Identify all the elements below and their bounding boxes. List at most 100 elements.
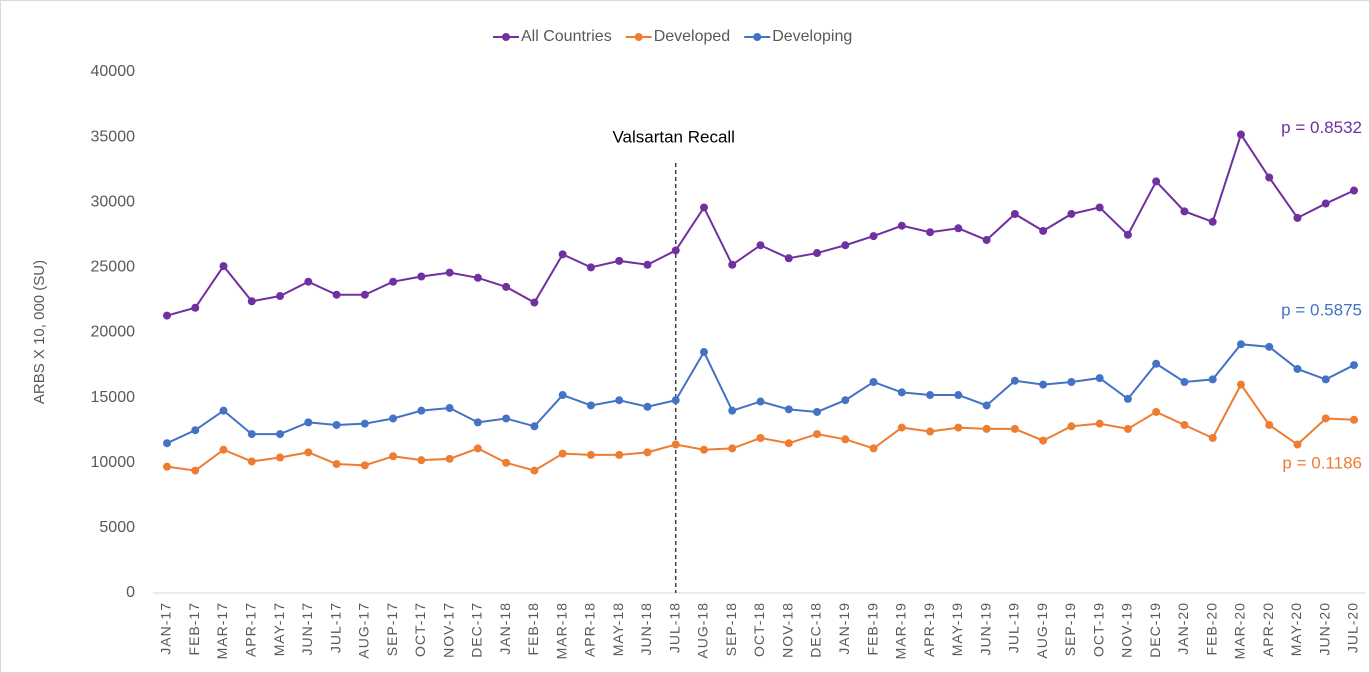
data-point xyxy=(926,427,935,436)
data-point xyxy=(784,439,793,448)
data-point xyxy=(671,440,680,449)
x-tick-label: JAN-20 xyxy=(1175,602,1191,655)
data-point xyxy=(1095,203,1104,212)
data-point xyxy=(869,377,878,386)
data-point xyxy=(841,396,850,405)
data-point xyxy=(502,458,511,467)
y-tick-label: 40000 xyxy=(91,63,136,80)
data-point xyxy=(1321,375,1330,384)
data-point xyxy=(897,221,906,230)
data-point xyxy=(1208,375,1217,384)
data-point xyxy=(1180,420,1189,429)
x-tick-label: MAY-19 xyxy=(949,602,965,656)
x-tick-label: NOV-19 xyxy=(1119,602,1135,658)
data-point xyxy=(954,423,963,432)
data-point xyxy=(276,430,285,439)
data-point xyxy=(841,241,850,250)
data-point xyxy=(1152,177,1161,186)
y-axis-title: ARBS X 10, 000 (SU) xyxy=(31,260,48,404)
x-tick-label: OCT-18 xyxy=(751,602,767,657)
data-point xyxy=(558,250,567,259)
data-point xyxy=(897,388,906,397)
x-tick-label: JUL-20 xyxy=(1345,602,1361,653)
data-point xyxy=(728,444,737,453)
data-point xyxy=(1350,186,1358,195)
x-tick-label: MAY-18 xyxy=(610,602,626,656)
data-point xyxy=(191,426,200,435)
data-point xyxy=(813,249,822,258)
data-point xyxy=(417,406,426,415)
legend-marker xyxy=(753,33,762,41)
data-point xyxy=(558,449,567,458)
legend-label: Developed xyxy=(654,28,731,45)
data-point xyxy=(247,297,256,306)
data-point xyxy=(1236,130,1245,139)
y-tick-label: 15000 xyxy=(91,389,136,406)
data-point xyxy=(1293,364,1302,373)
x-tick-label: FEB-20 xyxy=(1203,602,1219,655)
data-point xyxy=(1067,422,1076,431)
data-point xyxy=(784,254,793,263)
x-tick-label: AUG-19 xyxy=(1034,602,1050,659)
y-tick-label: 0 xyxy=(126,584,135,601)
p-value-label: p = 0.8532 xyxy=(1281,118,1362,137)
data-point xyxy=(982,424,991,433)
data-point xyxy=(1180,377,1189,386)
y-tick-label: 10000 xyxy=(91,454,136,471)
x-tick-label: JUN-19 xyxy=(977,602,993,655)
data-point xyxy=(417,456,426,465)
x-tick-label: JUL-19 xyxy=(1006,602,1022,653)
x-tick-label: SEP-17 xyxy=(384,602,400,656)
data-point xyxy=(276,453,285,462)
x-tick-label: JUN-17 xyxy=(299,602,315,655)
x-tick-label: DEC-19 xyxy=(1147,602,1163,658)
x-tick-label: APR-19 xyxy=(921,602,937,657)
x-tick-label: JUN-18 xyxy=(638,602,654,655)
data-point xyxy=(502,282,511,291)
data-point xyxy=(869,444,878,453)
data-point xyxy=(191,303,200,312)
data-point xyxy=(502,414,511,423)
data-point xyxy=(813,430,822,439)
x-tick-label: MAR-18 xyxy=(553,602,569,659)
data-point xyxy=(1010,376,1019,385)
data-point xyxy=(643,448,652,457)
x-tick-label: MAR-17 xyxy=(214,602,230,659)
data-point xyxy=(1236,380,1245,389)
x-tick-label: JAN-17 xyxy=(158,602,174,655)
data-point xyxy=(1180,207,1189,216)
data-point xyxy=(360,419,369,428)
data-point xyxy=(671,396,680,405)
x-tick-label: NOV-17 xyxy=(440,602,456,658)
data-point xyxy=(219,406,228,415)
x-tick-label: DEC-18 xyxy=(808,602,824,658)
x-tick-label: SEP-18 xyxy=(723,602,739,656)
data-point xyxy=(1208,434,1217,443)
data-point xyxy=(558,391,567,400)
data-point xyxy=(926,228,935,237)
data-point xyxy=(332,290,341,299)
data-point xyxy=(643,402,652,411)
x-tick-label: OCT-19 xyxy=(1090,602,1106,657)
data-point xyxy=(1265,420,1274,429)
data-point xyxy=(813,407,822,416)
legend-label: All Countries xyxy=(521,28,612,45)
y-tick-label: 25000 xyxy=(91,259,136,276)
x-tick-label: APR-17 xyxy=(242,602,258,657)
data-point xyxy=(247,457,256,466)
data-point xyxy=(671,246,680,255)
data-point xyxy=(304,448,313,457)
x-tick-label: JAN-18 xyxy=(497,602,513,655)
data-point xyxy=(1067,377,1076,386)
data-point xyxy=(163,462,171,471)
x-tick-label: DEC-17 xyxy=(469,602,485,658)
data-point xyxy=(360,290,369,299)
data-point xyxy=(869,232,878,241)
data-point xyxy=(1350,361,1358,370)
data-point xyxy=(332,460,341,469)
y-tick-label: 20000 xyxy=(91,324,136,341)
data-point xyxy=(615,256,624,265)
data-point xyxy=(304,277,313,286)
